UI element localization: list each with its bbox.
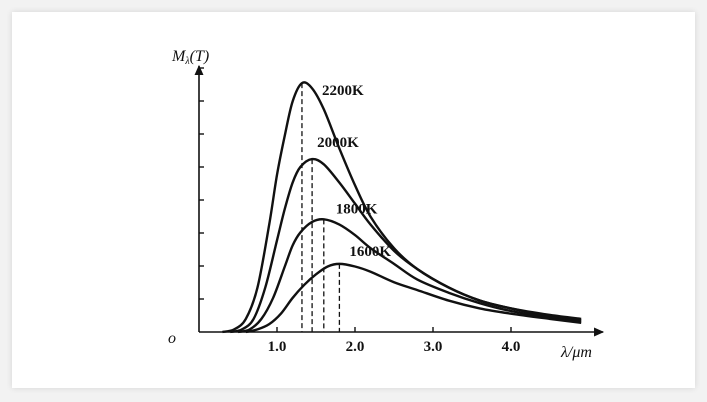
curve-2200K: [222, 81, 582, 334]
x-tick-label: 2.0: [346, 339, 365, 355]
curve-label-1800K: 1800K: [336, 201, 378, 217]
curve-1800K: [237, 218, 582, 334]
curve-2000K: [229, 157, 582, 334]
x-tick-label: 1.0: [268, 339, 287, 355]
curve-label-1600K: 1600K: [349, 244, 391, 260]
x-tick-label: 3.0: [424, 339, 443, 355]
curve-1600K: [245, 262, 582, 334]
origin-label: o: [168, 330, 176, 347]
x-tick-label: 4.0: [502, 339, 521, 355]
x-axis-title: λ/μm: [560, 344, 592, 361]
y-axis-title-rest: (T): [190, 48, 210, 65]
y-axis-title: Mλ(T): [171, 48, 209, 67]
y-axis-title-subscript: λ: [184, 56, 190, 67]
curve-label-2000K: 2000K: [317, 135, 359, 151]
curve-label-2200K: 2200K: [322, 83, 364, 99]
y-axis-title-main: M: [171, 48, 187, 65]
